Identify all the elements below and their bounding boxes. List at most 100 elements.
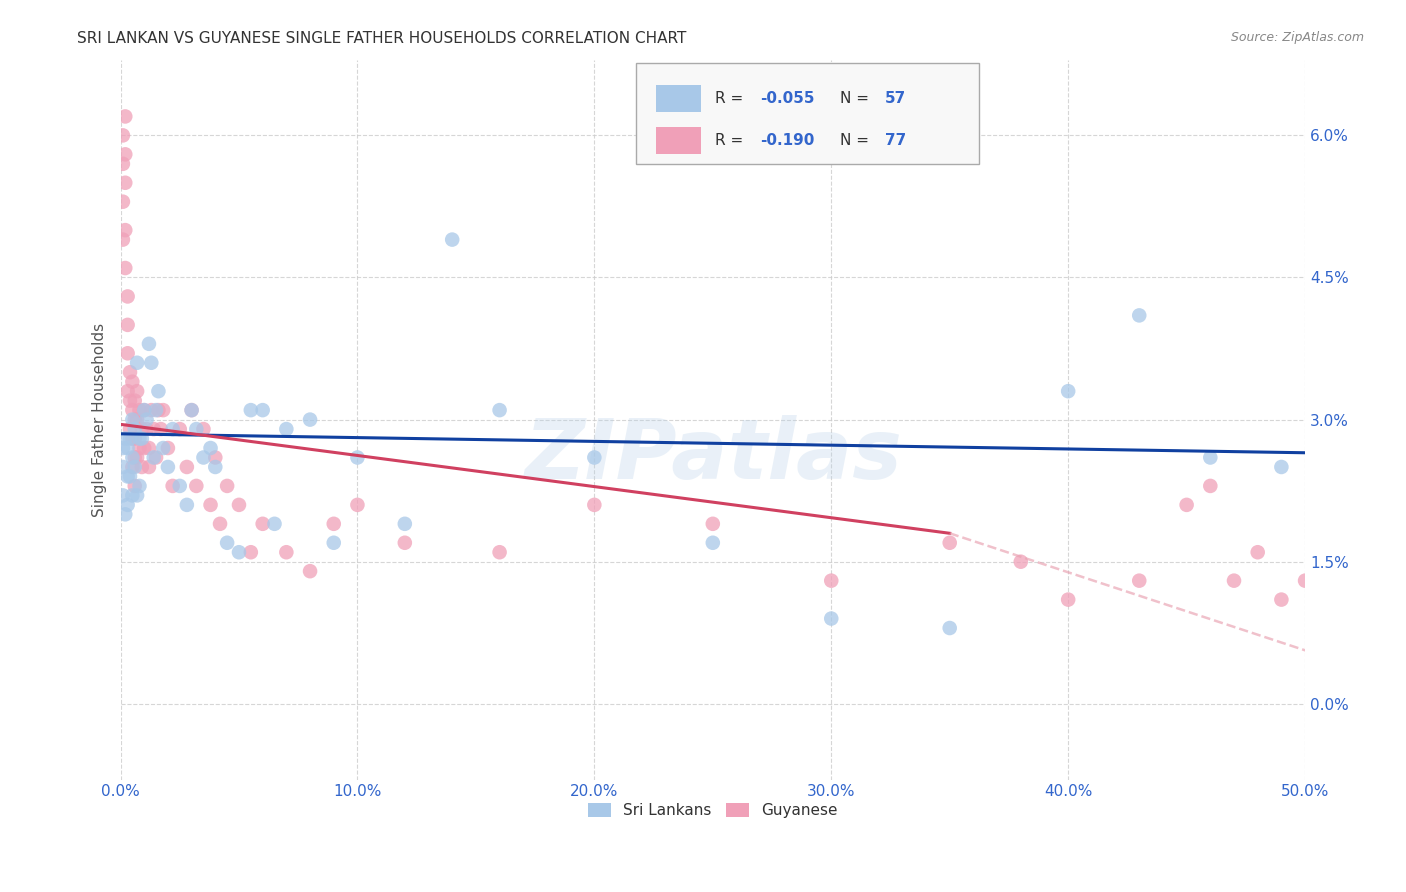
- Point: [135, 422, 157, 436]
- Text: -0.055: -0.055: [761, 91, 814, 106]
- Point: [124, 422, 146, 436]
- Point: [162, 422, 184, 436]
- Point: [131, 432, 153, 446]
- Point: [127, 488, 149, 502]
- Point: [1199, 450, 1222, 465]
- Point: [176, 460, 198, 475]
- Point: [127, 356, 149, 370]
- Legend: Sri Lankans, Guyanese: Sri Lankans, Guyanese: [579, 796, 845, 826]
- Point: [114, 176, 136, 190]
- Bar: [657, 85, 702, 112]
- Point: [239, 403, 262, 417]
- Point: [128, 479, 150, 493]
- Point: [394, 535, 416, 549]
- Point: [118, 469, 141, 483]
- Point: [121, 460, 143, 475]
- Point: [145, 403, 167, 417]
- Point: [186, 422, 208, 436]
- Point: [121, 375, 143, 389]
- Point: [152, 403, 174, 417]
- Point: [127, 412, 149, 426]
- Point: [239, 545, 262, 559]
- Point: [128, 432, 150, 446]
- Point: [127, 450, 149, 465]
- Text: N =: N =: [839, 91, 873, 106]
- Point: [124, 460, 146, 475]
- Point: [276, 545, 298, 559]
- Point: [322, 535, 344, 549]
- Point: [322, 516, 344, 531]
- Point: [124, 450, 146, 465]
- Point: [134, 403, 156, 417]
- Point: [1057, 592, 1080, 607]
- Point: [111, 233, 134, 247]
- Point: [117, 318, 139, 332]
- Point: [117, 346, 139, 360]
- Point: [176, 498, 198, 512]
- Point: [148, 384, 170, 399]
- Point: [118, 422, 141, 436]
- Text: 77: 77: [884, 133, 905, 148]
- Point: [488, 403, 510, 417]
- Point: [141, 403, 163, 417]
- Point: [138, 336, 160, 351]
- Point: [200, 498, 222, 512]
- Point: [124, 412, 146, 426]
- Point: [1128, 574, 1150, 588]
- Point: [135, 412, 157, 426]
- Point: [138, 460, 160, 475]
- Point: [152, 441, 174, 455]
- Point: [111, 157, 134, 171]
- Point: [124, 393, 146, 408]
- Point: [263, 516, 285, 531]
- Point: [156, 460, 179, 475]
- Point: [394, 516, 416, 531]
- Point: [111, 194, 134, 209]
- Point: [1270, 460, 1292, 475]
- Point: [121, 450, 143, 465]
- Point: [228, 545, 250, 559]
- Point: [938, 621, 960, 635]
- Bar: [657, 127, 702, 154]
- Text: -0.190: -0.190: [761, 133, 814, 148]
- Point: [193, 450, 215, 465]
- Point: [169, 479, 191, 493]
- Point: [204, 460, 226, 475]
- Point: [200, 441, 222, 455]
- Point: [276, 422, 298, 436]
- Point: [111, 128, 134, 143]
- Point: [117, 289, 139, 303]
- Point: [117, 441, 139, 455]
- Point: [1247, 545, 1270, 559]
- Point: [583, 450, 606, 465]
- Point: [138, 441, 160, 455]
- Text: R =: R =: [716, 91, 748, 106]
- Point: [204, 450, 226, 465]
- Point: [128, 403, 150, 417]
- Text: ZIPatlas: ZIPatlas: [524, 415, 901, 496]
- Point: [114, 432, 136, 446]
- Point: [1175, 498, 1198, 512]
- Point: [1010, 555, 1032, 569]
- Point: [114, 260, 136, 275]
- Text: N =: N =: [839, 133, 873, 148]
- Text: Source: ZipAtlas.com: Source: ZipAtlas.com: [1230, 31, 1364, 45]
- Point: [938, 535, 960, 549]
- Point: [134, 403, 156, 417]
- Point: [180, 403, 202, 417]
- Point: [1294, 574, 1316, 588]
- Point: [121, 403, 143, 417]
- Point: [583, 498, 606, 512]
- Point: [117, 498, 139, 512]
- Point: [346, 450, 368, 465]
- Point: [252, 403, 274, 417]
- Point: [346, 498, 368, 512]
- Point: [142, 450, 165, 465]
- Point: [1270, 592, 1292, 607]
- Point: [488, 545, 510, 559]
- Point: [702, 516, 724, 531]
- Point: [114, 508, 136, 522]
- FancyBboxPatch shape: [636, 63, 980, 164]
- Point: [142, 422, 165, 436]
- Point: [134, 441, 156, 455]
